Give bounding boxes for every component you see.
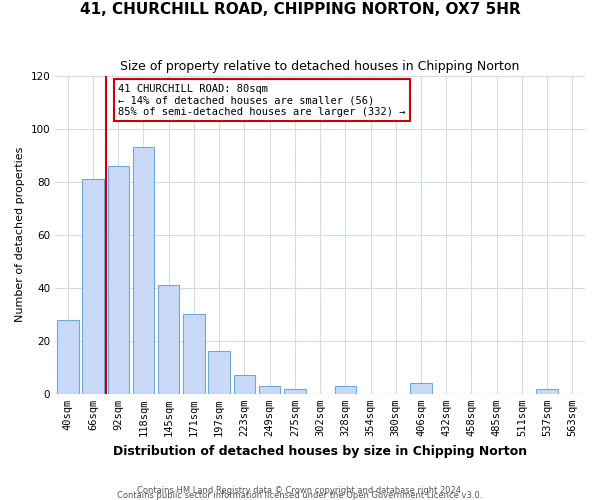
Bar	[183, 314, 205, 394]
Text: 41, CHURCHILL ROAD, CHIPPING NORTON, OX7 5HR: 41, CHURCHILL ROAD, CHIPPING NORTON, OX7…	[80, 2, 520, 18]
Bar	[82, 179, 104, 394]
Bar	[284, 388, 305, 394]
Bar	[335, 386, 356, 394]
Y-axis label: Number of detached properties: Number of detached properties	[15, 147, 25, 322]
Title: Size of property relative to detached houses in Chipping Norton: Size of property relative to detached ho…	[121, 60, 520, 73]
Bar	[107, 166, 129, 394]
Bar	[410, 383, 432, 394]
X-axis label: Distribution of detached houses by size in Chipping Norton: Distribution of detached houses by size …	[113, 444, 527, 458]
Text: Contains HM Land Registry data © Crown copyright and database right 2024.: Contains HM Land Registry data © Crown c…	[137, 486, 463, 495]
Bar	[536, 388, 558, 394]
Text: Contains public sector information licensed under the Open Government Licence v3: Contains public sector information licen…	[118, 490, 482, 500]
Bar	[158, 285, 179, 394]
Bar	[57, 320, 79, 394]
Text: 41 CHURCHILL ROAD: 80sqm
← 14% of detached houses are smaller (56)
85% of semi-d: 41 CHURCHILL ROAD: 80sqm ← 14% of detach…	[118, 84, 406, 116]
Bar	[208, 352, 230, 394]
Bar	[259, 386, 280, 394]
Bar	[233, 375, 255, 394]
Bar	[133, 147, 154, 394]
